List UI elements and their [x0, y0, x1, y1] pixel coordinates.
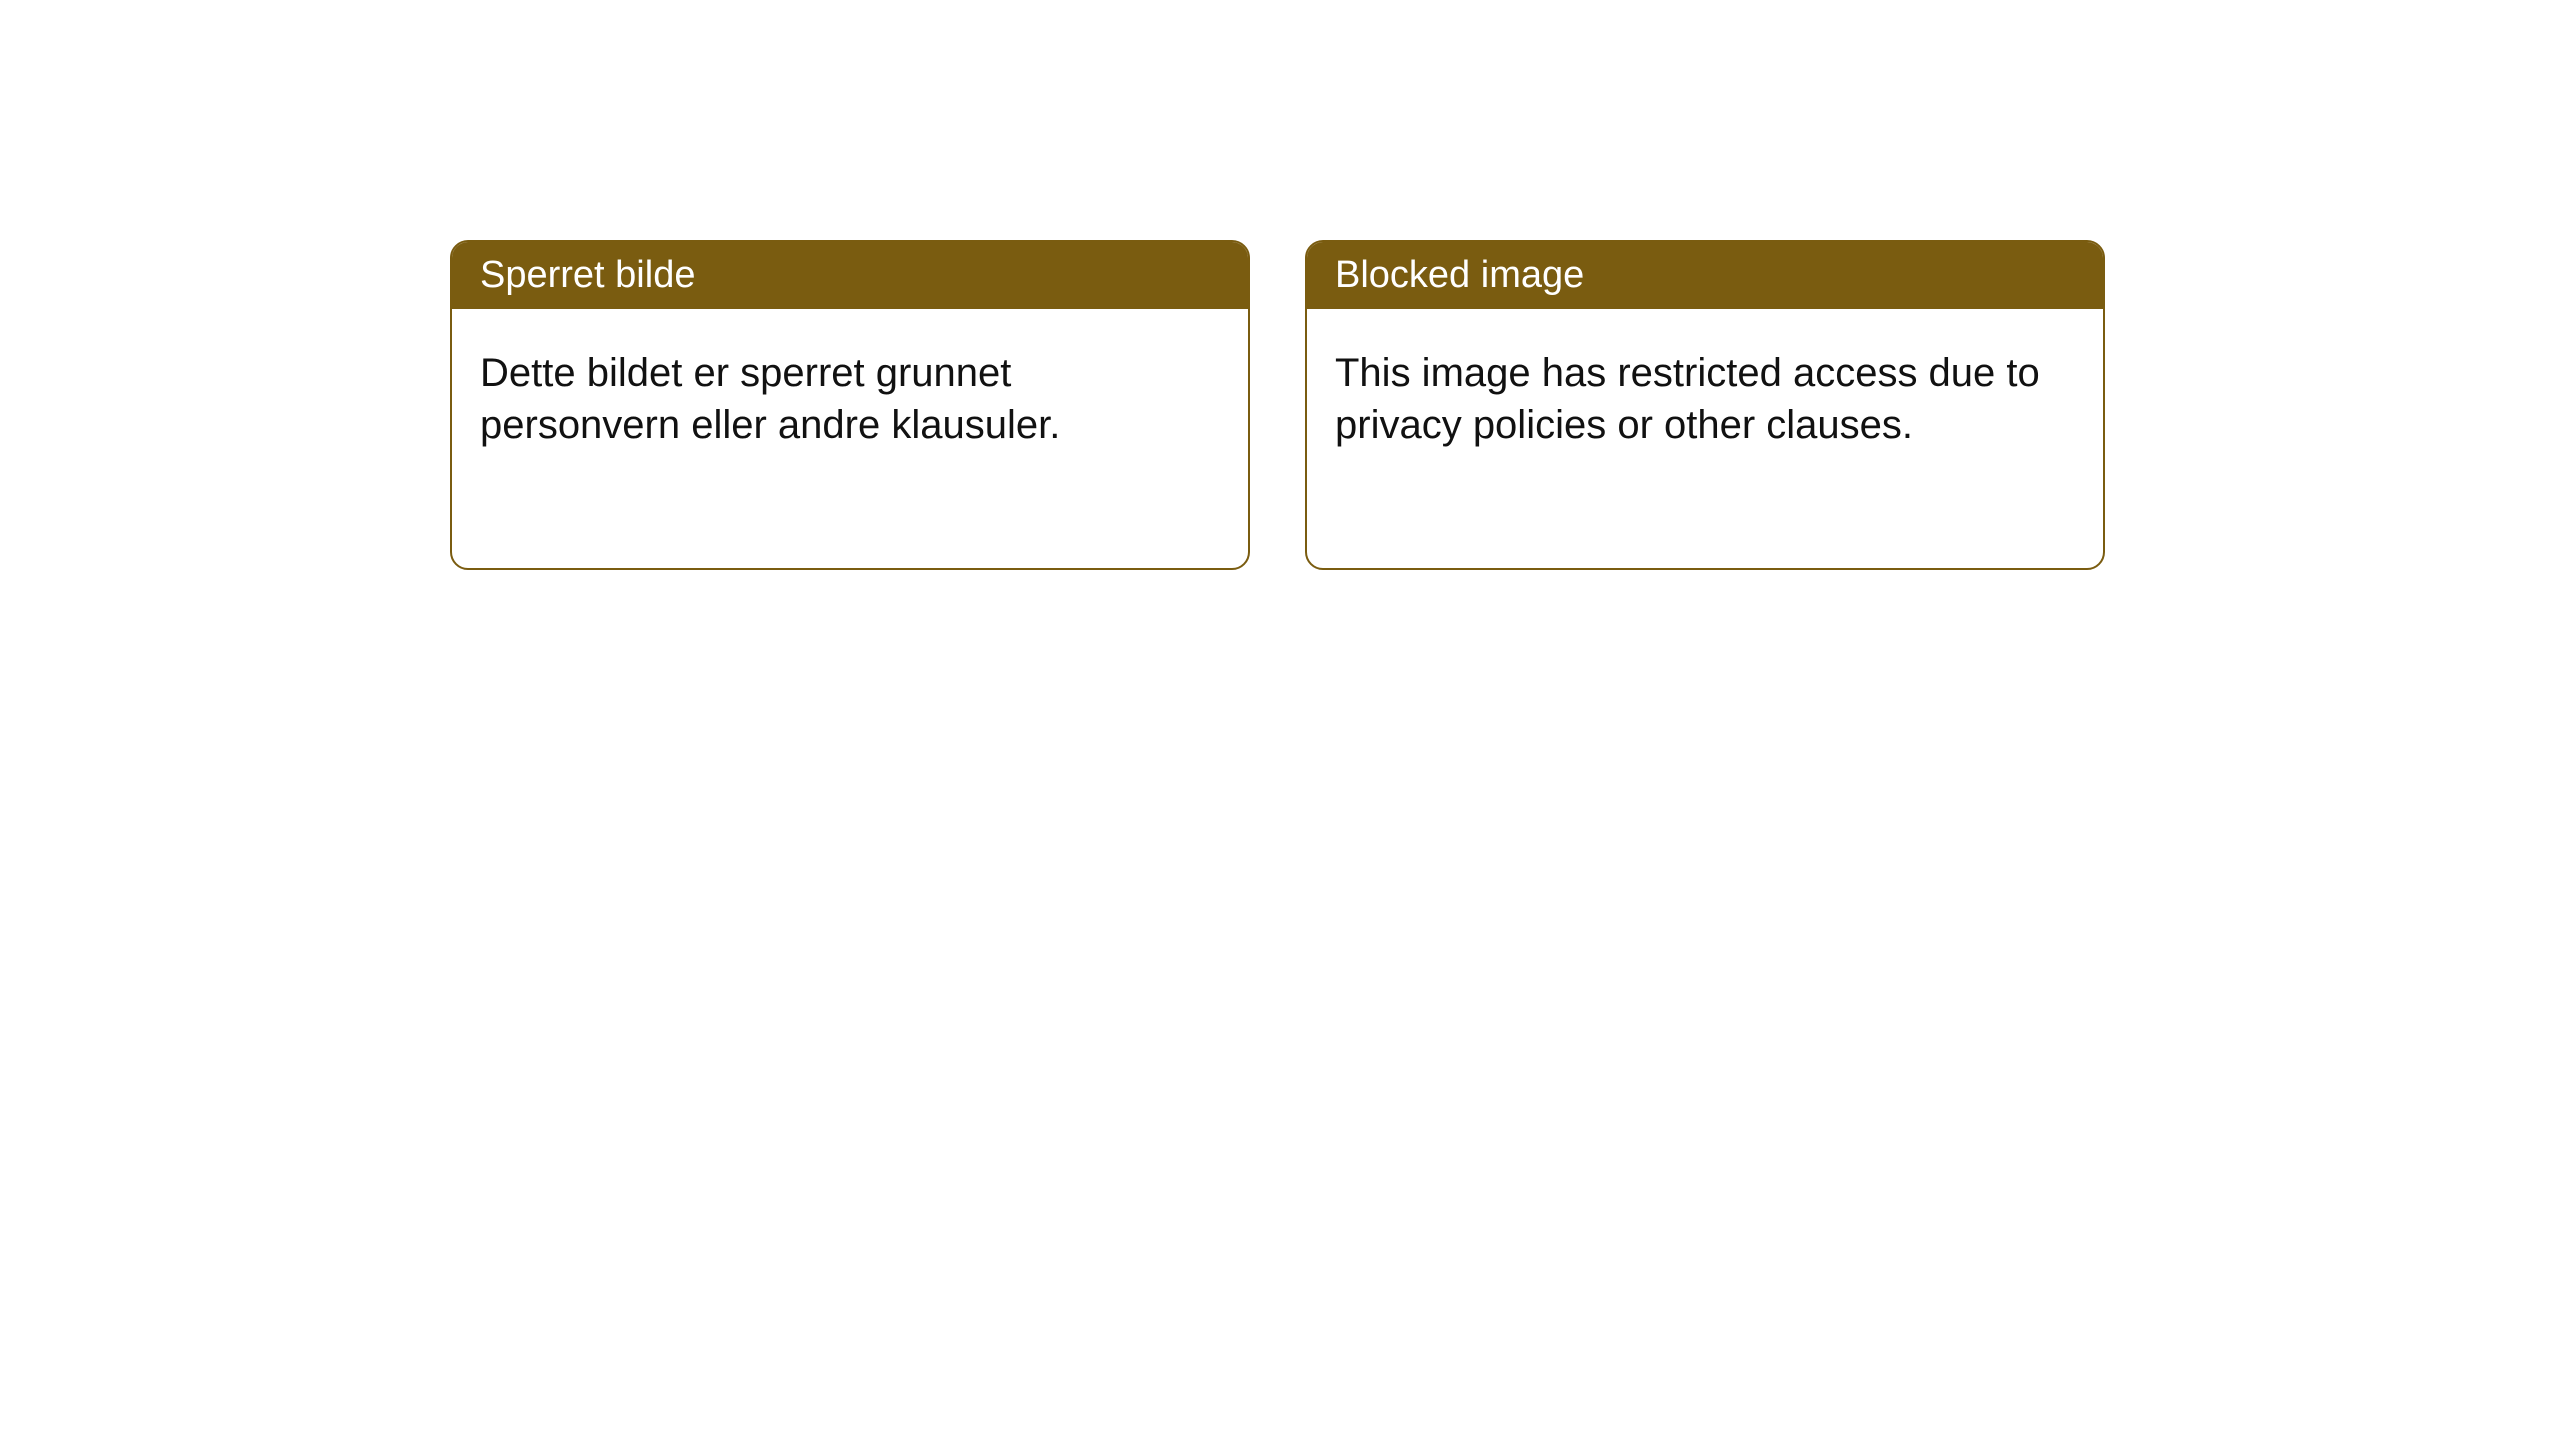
notice-title-norwegian: Sperret bilde — [452, 242, 1248, 309]
notice-container: Sperret bilde Dette bildet er sperret gr… — [450, 240, 2105, 570]
notice-title-english: Blocked image — [1307, 242, 2103, 309]
notice-body-english: This image has restricted access due to … — [1307, 309, 2103, 489]
notice-body-norwegian: Dette bildet er sperret grunnet personve… — [452, 309, 1248, 489]
notice-card-norwegian: Sperret bilde Dette bildet er sperret gr… — [450, 240, 1250, 570]
notice-card-english: Blocked image This image has restricted … — [1305, 240, 2105, 570]
